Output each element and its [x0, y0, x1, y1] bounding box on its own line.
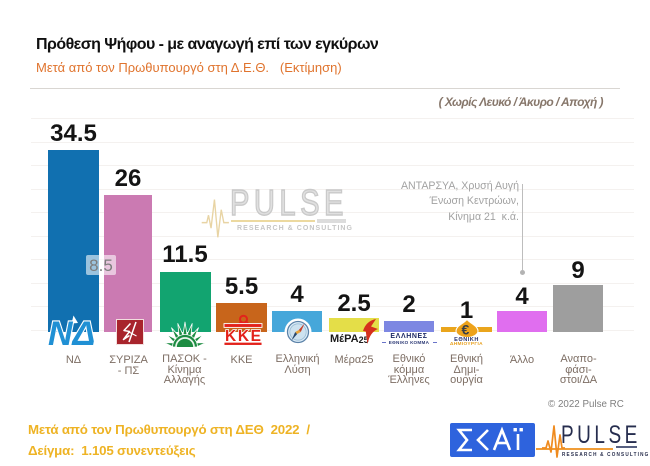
svg-text:ΚΚΕ: ΚΚΕ	[225, 328, 261, 345]
svg-text:ΝΔ: ΝΔ	[48, 315, 95, 349]
svg-text:€: €	[462, 322, 470, 338]
